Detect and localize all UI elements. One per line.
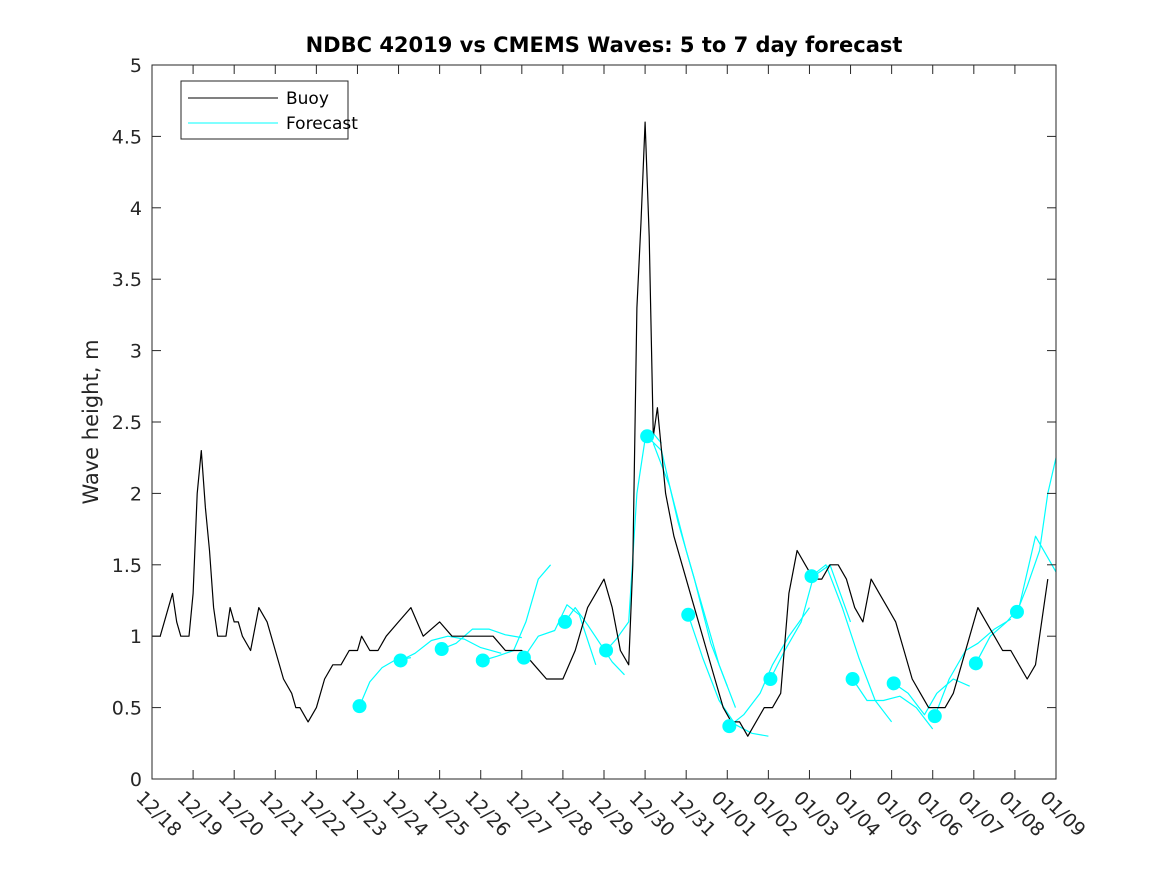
forecast-marker <box>352 699 367 714</box>
forecast-line <box>893 678 970 716</box>
buoy-line <box>152 121 1020 737</box>
forecast-marker <box>845 672 860 687</box>
x-tick-label: 12/20 <box>214 787 268 841</box>
forecast-marker <box>927 709 942 724</box>
forecast-marker <box>516 650 531 665</box>
forecast-line <box>441 628 522 650</box>
forecast-marker <box>599 643 614 658</box>
x-tick-label: 12/28 <box>542 787 596 841</box>
x-tick-label: 12/23 <box>337 787 391 841</box>
forecast-marker <box>475 653 490 668</box>
x-tick-label: 01/01 <box>707 787 761 841</box>
forecast-marker <box>393 653 408 668</box>
x-tick-label: 01/05 <box>871 787 925 841</box>
forecast-line <box>687 614 769 737</box>
y-tick-label: 5 <box>130 55 142 77</box>
y-tick-label: 0 <box>130 769 142 791</box>
legend-box <box>180 80 349 140</box>
forecast-marker <box>804 569 819 584</box>
forecast-line <box>975 535 1057 664</box>
forecast-marker <box>886 676 901 691</box>
x-tick-label: 12/22 <box>296 787 350 841</box>
plot-area: 00.511.522.533.544.5512/1812/1912/2012/2… <box>112 55 1090 841</box>
x-tick-label: 01/02 <box>748 787 802 841</box>
x-tick-label: 12/19 <box>173 787 227 841</box>
x-tick-label: 12/27 <box>501 787 555 841</box>
x-tick-label: 01/08 <box>994 787 1048 841</box>
x-tick-label: 12/31 <box>666 787 720 841</box>
forecast-line <box>934 618 1012 717</box>
buoy-line <box>1018 579 1049 680</box>
y-tick-label: 3 <box>130 341 142 363</box>
x-tick-label: 01/04 <box>830 787 884 841</box>
x-tick-label: 12/30 <box>625 787 679 841</box>
forecast-line <box>523 604 597 665</box>
forecast-line <box>482 564 552 662</box>
forecast-line <box>728 607 810 727</box>
x-tick-label: 12/24 <box>378 787 432 841</box>
x-tick-label: 12/25 <box>419 787 473 841</box>
y-axis-label: Wave height, m <box>79 339 103 504</box>
forecast-marker <box>681 607 696 622</box>
legend-forecast-label: Forecast <box>286 114 358 134</box>
legend: Buoy Forecast <box>180 80 358 140</box>
forecast-marker <box>722 719 737 734</box>
y-tick-label: 1.5 <box>112 555 142 577</box>
x-tick-label: 01/07 <box>953 787 1007 841</box>
chart-title: NDBC 42019 vs CMEMS Waves: 5 to 7 day fo… <box>306 33 903 57</box>
forecast-line <box>811 564 893 723</box>
x-tick-label: 12/26 <box>460 787 514 841</box>
forecast-line <box>1016 457 1057 613</box>
forecast-marker <box>1009 604 1024 619</box>
x-tick-label: 12/29 <box>583 787 637 841</box>
forecast-marker <box>968 656 983 671</box>
series-layer <box>152 121 1057 737</box>
forecast-marker <box>763 672 778 687</box>
y-tick-label: 0.5 <box>112 698 142 720</box>
x-tick-label: 12/18 <box>131 787 185 841</box>
x-tick-label: 01/09 <box>1035 787 1089 841</box>
forecast-line <box>852 678 934 730</box>
y-tick-label: 3.5 <box>112 269 142 291</box>
forecast-line <box>652 443 737 708</box>
y-tick-label: 2.5 <box>112 412 142 434</box>
forecast-line <box>564 606 625 676</box>
legend-buoy-label: Buoy <box>286 89 329 109</box>
forecast-line <box>400 635 502 662</box>
x-tick-label: 01/03 <box>789 787 843 841</box>
x-tick-label: 12/21 <box>255 787 309 841</box>
forecast-marker <box>640 429 655 444</box>
forecast-marker <box>557 614 572 629</box>
ticks-layer: 00.511.522.533.544.5512/1812/1912/2012/2… <box>112 55 1090 841</box>
forecast-line <box>769 564 852 680</box>
y-tick-label: 1 <box>130 626 142 648</box>
y-tick-label: 4 <box>130 198 142 220</box>
x-tick-label: 01/06 <box>912 787 966 841</box>
forecast-line <box>646 435 728 687</box>
y-tick-label: 4.5 <box>112 126 142 148</box>
y-tick-label: 2 <box>130 483 142 505</box>
axes-box <box>151 64 1057 780</box>
forecast-marker <box>434 642 449 657</box>
